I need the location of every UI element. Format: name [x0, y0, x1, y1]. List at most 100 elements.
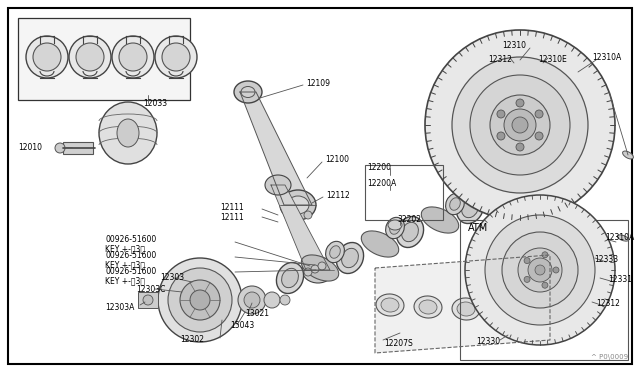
- Ellipse shape: [265, 175, 291, 195]
- Circle shape: [180, 280, 220, 320]
- Ellipse shape: [280, 190, 316, 220]
- Text: 12331: 12331: [608, 276, 632, 285]
- Text: 12310A: 12310A: [592, 54, 621, 62]
- Ellipse shape: [337, 243, 364, 273]
- Text: 12100: 12100: [325, 155, 349, 164]
- Circle shape: [425, 30, 615, 220]
- Circle shape: [512, 117, 528, 133]
- Circle shape: [490, 95, 550, 155]
- Text: 12303A: 12303A: [105, 304, 134, 312]
- Ellipse shape: [99, 102, 157, 164]
- Ellipse shape: [276, 263, 303, 294]
- Text: 12010: 12010: [18, 142, 42, 151]
- Circle shape: [535, 132, 543, 140]
- Circle shape: [244, 292, 260, 308]
- Circle shape: [311, 265, 319, 273]
- Circle shape: [524, 276, 530, 282]
- Ellipse shape: [402, 222, 419, 242]
- Text: 12312: 12312: [488, 55, 512, 64]
- Circle shape: [304, 211, 312, 219]
- Ellipse shape: [618, 235, 628, 241]
- Text: 00926-51600: 00926-51600: [105, 251, 156, 260]
- Text: 15043: 15043: [230, 321, 254, 330]
- Circle shape: [168, 268, 232, 332]
- Ellipse shape: [376, 294, 404, 316]
- Bar: [460, 220, 628, 360]
- Ellipse shape: [421, 207, 459, 233]
- Text: 12109: 12109: [306, 78, 330, 87]
- Ellipse shape: [302, 257, 334, 283]
- Ellipse shape: [396, 217, 424, 247]
- Text: 12333: 12333: [594, 256, 618, 264]
- Circle shape: [119, 43, 147, 71]
- Text: 12207S: 12207S: [384, 340, 413, 349]
- Circle shape: [264, 292, 280, 308]
- Circle shape: [535, 265, 545, 275]
- Circle shape: [516, 143, 524, 151]
- Text: 12111: 12111: [220, 212, 244, 221]
- Polygon shape: [271, 185, 330, 270]
- Ellipse shape: [362, 231, 399, 257]
- Circle shape: [69, 36, 111, 78]
- Ellipse shape: [445, 193, 465, 215]
- Circle shape: [162, 43, 190, 71]
- Text: 00926-51600: 00926-51600: [105, 235, 156, 244]
- Text: 12112: 12112: [326, 192, 349, 201]
- Ellipse shape: [414, 296, 442, 318]
- Text: 12330: 12330: [476, 337, 500, 346]
- Circle shape: [465, 195, 615, 345]
- Ellipse shape: [461, 198, 478, 218]
- Ellipse shape: [456, 192, 484, 224]
- Circle shape: [502, 232, 578, 308]
- Polygon shape: [240, 92, 312, 205]
- Circle shape: [497, 132, 505, 140]
- Ellipse shape: [381, 298, 399, 312]
- Text: 12312: 12312: [596, 299, 620, 308]
- Ellipse shape: [495, 304, 513, 318]
- Text: ATM: ATM: [468, 223, 488, 233]
- Text: 12310E: 12310E: [538, 55, 567, 64]
- Circle shape: [26, 36, 68, 78]
- Circle shape: [318, 262, 326, 270]
- Circle shape: [485, 215, 595, 325]
- Ellipse shape: [490, 300, 518, 322]
- Ellipse shape: [388, 220, 402, 230]
- Text: 13021: 13021: [245, 310, 269, 318]
- Ellipse shape: [117, 119, 139, 147]
- Circle shape: [542, 282, 548, 288]
- Ellipse shape: [301, 255, 339, 281]
- Ellipse shape: [450, 198, 460, 210]
- Ellipse shape: [623, 151, 634, 159]
- Bar: [365, 165, 443, 220]
- Text: KEY +-（3）: KEY +-（3）: [105, 260, 145, 269]
- Circle shape: [542, 252, 548, 258]
- Circle shape: [55, 143, 65, 153]
- Text: KEY +-（3）: KEY +-（3）: [105, 244, 145, 253]
- Bar: [138, 292, 158, 308]
- Text: ^ P0\0009: ^ P0\0009: [591, 354, 628, 360]
- Bar: [18, 18, 190, 100]
- Ellipse shape: [457, 302, 475, 316]
- Bar: [63, 142, 93, 154]
- Text: 12310A: 12310A: [605, 234, 634, 243]
- Ellipse shape: [522, 173, 538, 193]
- Text: 12310: 12310: [502, 42, 526, 51]
- Ellipse shape: [481, 183, 518, 209]
- Circle shape: [518, 248, 562, 292]
- Text: 12303C: 12303C: [136, 285, 165, 294]
- Circle shape: [504, 109, 536, 141]
- Circle shape: [528, 258, 552, 282]
- Circle shape: [553, 267, 559, 273]
- Text: 12302: 12302: [180, 336, 204, 344]
- Text: 12111: 12111: [220, 203, 244, 212]
- Circle shape: [76, 43, 104, 71]
- Ellipse shape: [506, 171, 524, 193]
- Circle shape: [535, 110, 543, 118]
- Circle shape: [33, 43, 61, 71]
- Circle shape: [280, 295, 290, 305]
- Text: 12033: 12033: [143, 99, 167, 108]
- Circle shape: [112, 36, 154, 78]
- Ellipse shape: [390, 222, 400, 234]
- Text: 12303: 12303: [160, 273, 184, 282]
- Circle shape: [190, 290, 210, 310]
